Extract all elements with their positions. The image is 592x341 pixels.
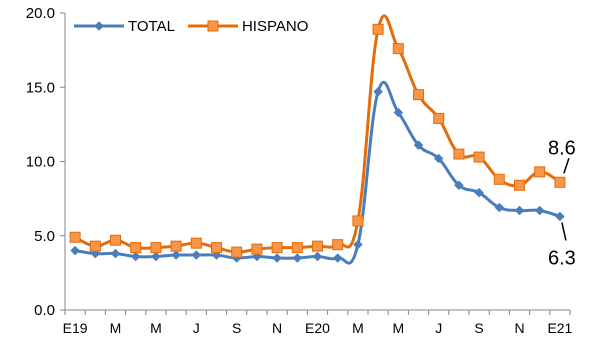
data-point-total <box>292 253 303 263</box>
data-point-total <box>130 251 141 262</box>
data-point-total <box>454 180 464 191</box>
data-point-total <box>312 251 323 262</box>
data-point-hispano <box>110 234 121 246</box>
data-point-hispano <box>211 242 222 254</box>
data-point-total <box>272 253 282 263</box>
data-point-total <box>534 205 545 216</box>
data-point-total <box>413 140 424 151</box>
x-tick-label: E19 <box>63 320 88 336</box>
data-point-total <box>514 205 525 216</box>
legend-marker-hispano <box>207 20 219 32</box>
series-total <box>70 80 565 265</box>
data-point-hispano <box>554 176 566 188</box>
annotation-layer: 8.6 6.3 <box>548 137 576 269</box>
data-point-hispano <box>69 231 81 243</box>
data-point-hispano <box>170 240 182 252</box>
x-tick-label: N <box>272 320 282 336</box>
series-hispano <box>69 14 566 258</box>
data-point-hispano <box>392 43 404 55</box>
data-point-hispano <box>271 242 283 254</box>
annotation-leader-total <box>561 222 567 241</box>
legend: TOTAL HISPANO <box>74 18 308 35</box>
data-point-hispano <box>89 240 101 252</box>
data-point-total <box>555 211 565 222</box>
data-point-hispano <box>352 215 364 227</box>
data-point-hispano <box>130 242 142 254</box>
data-point-hispano <box>473 151 485 163</box>
data-point-hispano <box>453 148 465 160</box>
data-point-total <box>353 239 363 250</box>
data-point-hispano <box>190 237 202 249</box>
data-point-hispano <box>291 242 303 254</box>
y-tick-label: 5.0 <box>34 228 55 245</box>
data-point-hispano <box>534 166 546 178</box>
x-tick-label: M <box>110 320 122 336</box>
data-point-hispano <box>231 246 243 258</box>
data-point-hispano <box>372 23 384 35</box>
x-tick-label: J <box>435 320 442 336</box>
legend-marker-total <box>94 21 104 31</box>
data-point-total <box>70 245 80 256</box>
x-tick-label: S <box>474 320 483 336</box>
x-tick-label: M <box>150 320 162 336</box>
data-point-hispano <box>150 242 162 254</box>
x-tick-label: E20 <box>305 320 330 336</box>
data-point-total <box>110 248 121 259</box>
y-tick-label: 15.0 <box>26 79 55 96</box>
data-point-total <box>151 251 161 262</box>
x-tick-label: M <box>392 320 404 336</box>
x-tick-label: S <box>232 320 241 336</box>
annotation-total-last: 6.3 <box>548 247 576 269</box>
series-layer <box>69 14 566 265</box>
annotation-hispano-last: 8.6 <box>548 137 576 159</box>
data-point-hispano <box>312 240 323 252</box>
data-point-hispano <box>413 89 424 101</box>
legend-item-hispano: HISPANO <box>187 18 308 35</box>
data-point-total <box>494 202 505 213</box>
data-point-hispano <box>251 243 263 255</box>
data-point-hispano <box>332 239 344 251</box>
data-point-total <box>393 107 404 118</box>
data-point-total <box>332 253 343 263</box>
x-axis: E19 M M J S N E20 M M J S N E21 <box>63 309 573 336</box>
data-point-total <box>433 153 444 164</box>
x-tick-label: M <box>352 320 364 336</box>
data-point-hispano <box>493 173 505 185</box>
series-line-hispano <box>74 14 561 254</box>
y-axis: 0.0 5.0 10.0 15.0 20.0 <box>26 5 66 319</box>
data-point-total <box>171 250 181 260</box>
legend-label-total: TOTAL <box>128 18 175 35</box>
y-tick-label: 0.0 <box>34 302 55 319</box>
x-tick-label: E21 <box>547 320 572 336</box>
data-point-total <box>474 187 484 198</box>
legend-label-hispano: HISPANO <box>242 18 308 35</box>
x-tick-label: J <box>193 320 200 336</box>
legend-item-total: TOTAL <box>74 18 175 35</box>
data-point-total <box>373 86 383 97</box>
annotation-leader-hispano <box>563 158 570 174</box>
series-line-total <box>74 80 561 265</box>
data-point-total <box>252 251 262 262</box>
data-point-hispano <box>514 179 525 191</box>
y-tick-label: 10.0 <box>26 154 55 171</box>
y-tick-label: 20.0 <box>26 5 55 22</box>
data-point-hispano <box>433 112 445 124</box>
data-point-total <box>191 250 202 260</box>
x-tick-label: N <box>514 320 524 336</box>
